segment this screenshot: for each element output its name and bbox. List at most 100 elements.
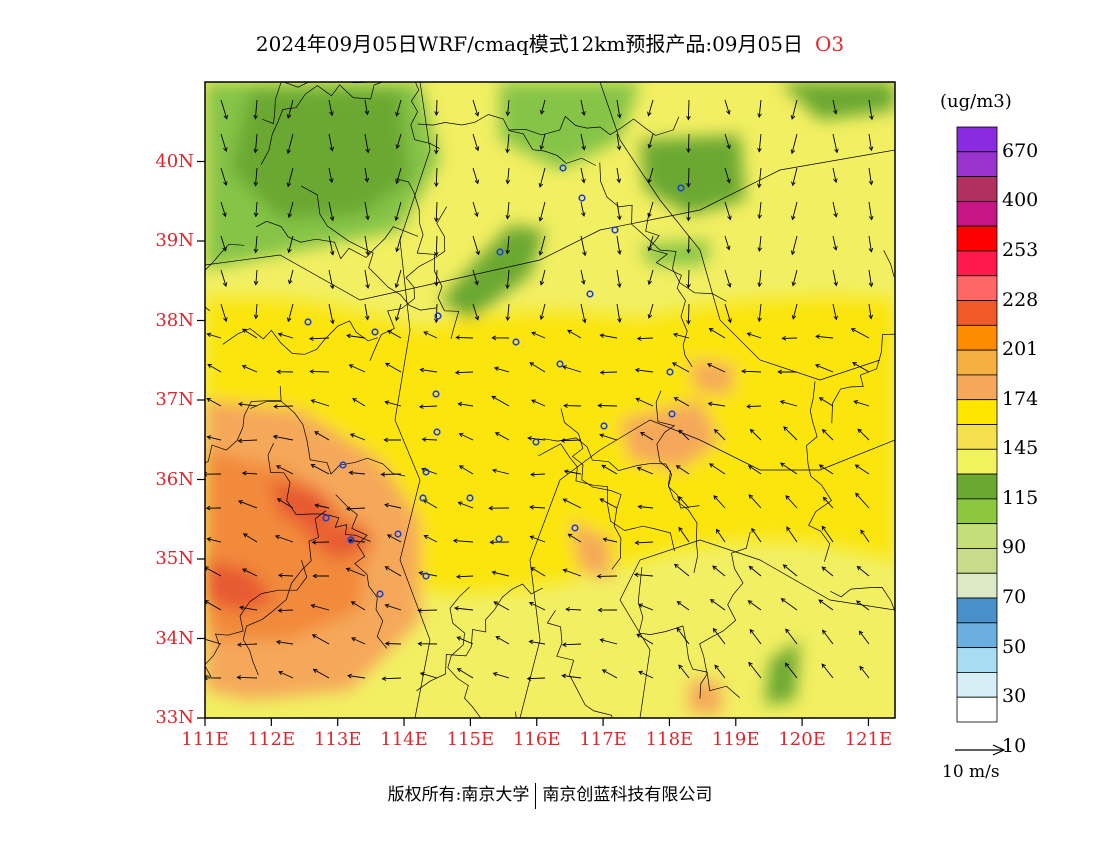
city-marker <box>559 164 567 172</box>
wind-vector <box>309 369 330 374</box>
city-marker <box>571 524 579 532</box>
wind-vector <box>707 363 726 373</box>
wind-vector <box>364 269 370 289</box>
wind-vector <box>784 662 798 679</box>
wind-vector <box>538 167 546 188</box>
boundary-line <box>410 82 440 149</box>
wind-vector <box>818 599 834 611</box>
boundary-line <box>806 381 832 562</box>
wind-vector <box>455 574 474 579</box>
wind-vector <box>491 335 510 341</box>
wind-vector <box>275 465 294 475</box>
wind-vector <box>748 465 762 475</box>
wind-vector <box>495 636 510 645</box>
wind-vector <box>350 601 366 611</box>
wind-vector <box>433 235 439 257</box>
wind-vector <box>308 336 330 341</box>
wind-vector <box>538 201 546 222</box>
pollutant-label: O3 <box>814 32 845 56</box>
boundary-line <box>830 587 895 613</box>
wind-vector <box>565 606 582 612</box>
wind-vector <box>852 362 870 373</box>
wind-vector <box>328 269 335 290</box>
wind-vector <box>312 668 330 679</box>
boundary-line <box>637 567 740 698</box>
city-marker <box>677 184 685 192</box>
wind-vector <box>206 397 222 407</box>
lon-label: 115E <box>446 729 495 750</box>
wind-vector <box>395 167 402 185</box>
wind-vector <box>686 303 691 325</box>
wind-vector <box>708 328 726 339</box>
wind-vector <box>328 99 334 117</box>
wind-vector <box>818 464 834 475</box>
wind-vector <box>207 364 222 373</box>
wind-vector <box>561 365 582 373</box>
wind-vector <box>637 504 654 510</box>
wind-vector <box>785 495 798 509</box>
wind-vector <box>287 201 294 219</box>
wind-vector <box>314 503 330 509</box>
wind-vector <box>580 303 587 324</box>
wind-vector <box>253 235 259 254</box>
wind-vector <box>239 605 258 611</box>
wind-vector <box>715 528 726 543</box>
city-marker <box>496 248 504 256</box>
wind-vector <box>238 500 258 509</box>
wind-vector <box>596 574 618 579</box>
wind-vector <box>384 503 402 509</box>
wind-vector <box>815 334 834 339</box>
colorbar-unit: (ug/m3) <box>940 91 1012 112</box>
boundary-line <box>250 400 406 477</box>
wind-vector <box>387 330 402 339</box>
wind-vector <box>206 537 222 543</box>
wind-vector <box>779 400 798 407</box>
wind-vector <box>394 269 402 289</box>
colorbar-swatch <box>956 523 998 549</box>
wind-vector <box>757 167 762 189</box>
colorbar-swatch <box>956 548 998 574</box>
colorbar-swatch <box>956 597 998 624</box>
wind-vector <box>868 235 874 253</box>
wind-vector <box>241 364 258 373</box>
wind-vector <box>821 566 834 577</box>
lat-label: 39N <box>155 230 194 251</box>
lon-label: 116E <box>512 729 561 750</box>
wind-vector <box>678 526 690 543</box>
wind-vector <box>724 235 731 251</box>
wind-vector <box>757 99 762 119</box>
wind-vector <box>253 201 259 218</box>
lon-label: 119E <box>712 729 760 750</box>
boundary-line <box>543 437 700 509</box>
wind-vector <box>647 133 654 149</box>
colorbar-swatch <box>956 672 998 698</box>
concentration-field <box>205 82 895 718</box>
wind-vector <box>850 328 870 339</box>
wind-vector <box>236 642 258 648</box>
title-main: 2024年09月05日WRF/cmaq模式12km预报产品:09月05日 <box>255 32 803 56</box>
city-marker <box>322 514 330 522</box>
wind-vector <box>220 269 228 287</box>
wind-vector <box>348 364 366 373</box>
wind-vector <box>275 639 294 645</box>
wind-vector <box>488 505 510 511</box>
colorbar-swatch <box>956 324 998 351</box>
wind-vector <box>791 269 798 287</box>
wind-vector <box>345 506 366 512</box>
city-markers <box>304 164 685 598</box>
wind-vector <box>757 133 762 153</box>
boundary-line <box>267 443 371 542</box>
city-marker <box>371 328 379 336</box>
wind-vector <box>712 565 726 577</box>
wind-vector <box>505 201 511 220</box>
wind-vector <box>638 670 654 679</box>
wind-vector <box>741 368 762 374</box>
colorbar-swatch <box>956 275 998 301</box>
wind-vector <box>580 235 587 257</box>
wind-vector <box>505 235 510 255</box>
wind-vector <box>539 133 546 151</box>
wind-vector <box>713 495 726 509</box>
wind-vector <box>832 303 838 321</box>
wind-vector <box>707 401 726 407</box>
wind-vector <box>383 437 402 443</box>
